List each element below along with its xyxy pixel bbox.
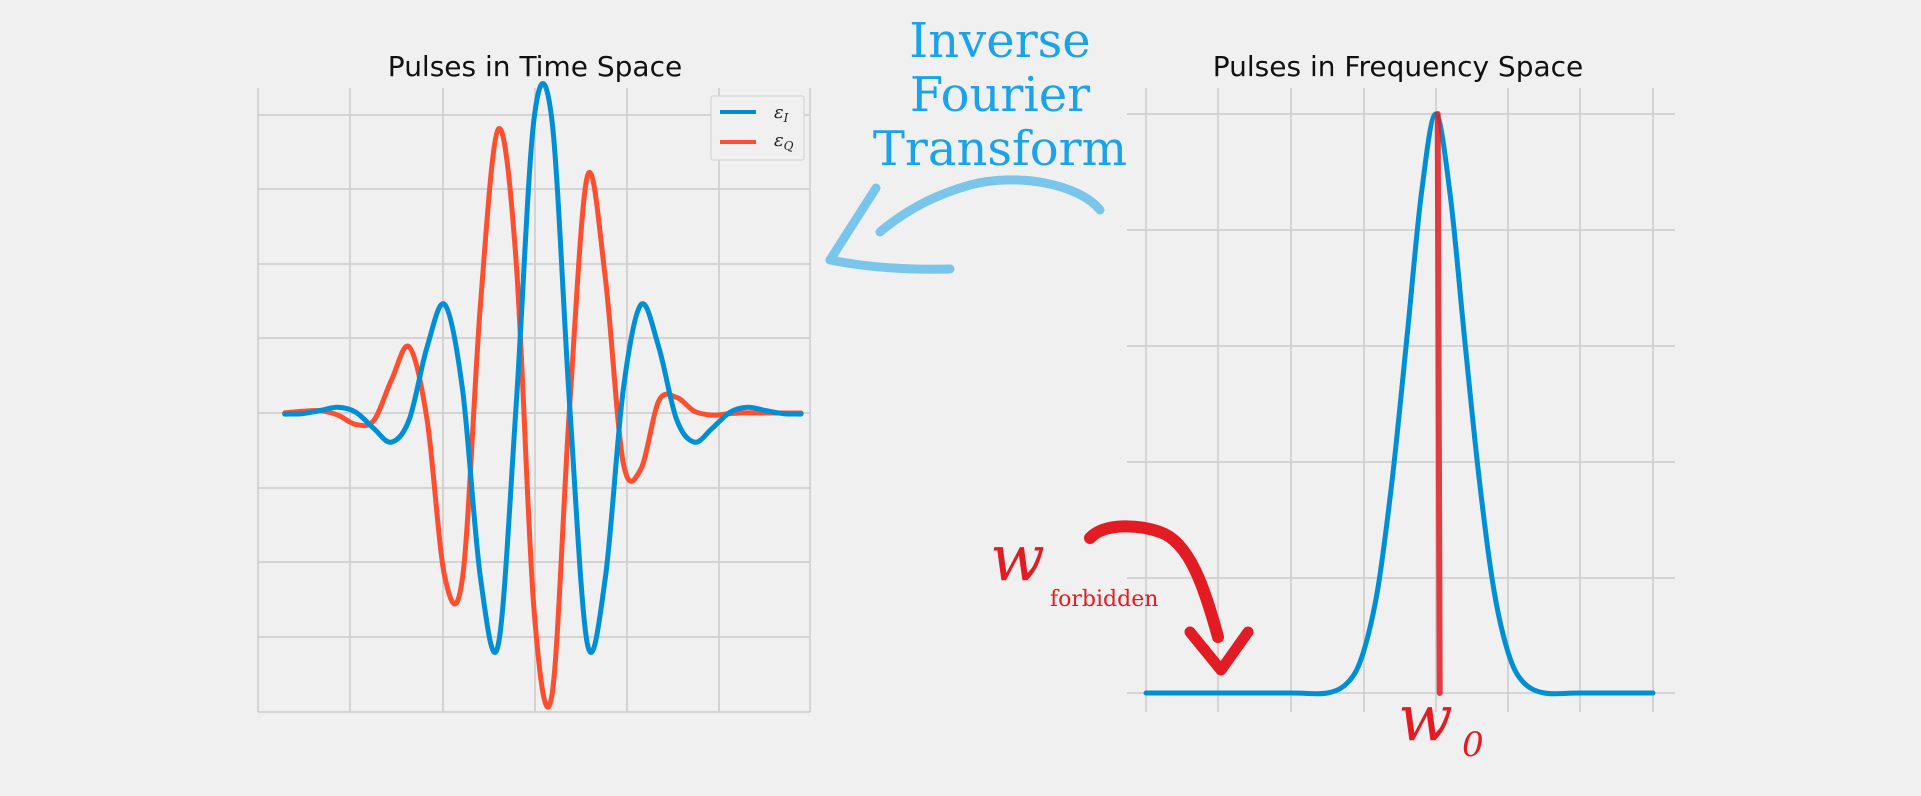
frequency-space-chart-title: Pulses in Frequency Space (1213, 50, 1584, 83)
legend-label-q-main: ε (774, 130, 784, 151)
omega-forbidden-subscript: forbidden (1050, 587, 1158, 612)
time-space-legend: εI εQ (710, 95, 805, 161)
time-space-chart-title: Pulses in Time Space (388, 50, 682, 83)
legend-label-i: εI (774, 102, 789, 125)
red-curved-arrow-icon (1084, 520, 1254, 676)
annotation-line-fourier: Fourier (910, 67, 1090, 123)
frequency-space-series (1143, 111, 1656, 697)
time-space-series (282, 81, 804, 710)
blue-arrow-icon (825, 175, 1105, 274)
frequency-space-chart: Pulses in Frequency Space (1127, 50, 1675, 712)
spectrum-line (1143, 111, 1656, 697)
annotation-line-transform: Transform (873, 121, 1127, 177)
omega-zero-marker-line (1434, 111, 1443, 696)
omega-zero-symbol: w (1398, 682, 1453, 756)
time-space-grid (257, 88, 811, 713)
omega-zero-subscript: 0 (1462, 725, 1484, 765)
legend-label-i-sub: I (783, 111, 789, 125)
legend-label-q-sub: Q (784, 139, 794, 153)
inverse-fourier-annotation: Inverse Fourier Transform (825, 13, 1127, 274)
series-line-epsilon-i (282, 81, 804, 655)
annotation-line-inverse: Inverse (909, 13, 1090, 69)
omega-zero-annotation: w 0 (1398, 682, 1484, 765)
legend-label-q: εQ (774, 130, 794, 153)
legend-label-i-main: ε (774, 102, 784, 123)
omega-forbidden-symbol: w (990, 522, 1045, 596)
time-space-chart: Pulses in Time Space εI εQ (257, 50, 811, 713)
series-line-epsilon-q (282, 126, 804, 710)
omega-forbidden-annotation: w forbidden (990, 520, 1254, 676)
